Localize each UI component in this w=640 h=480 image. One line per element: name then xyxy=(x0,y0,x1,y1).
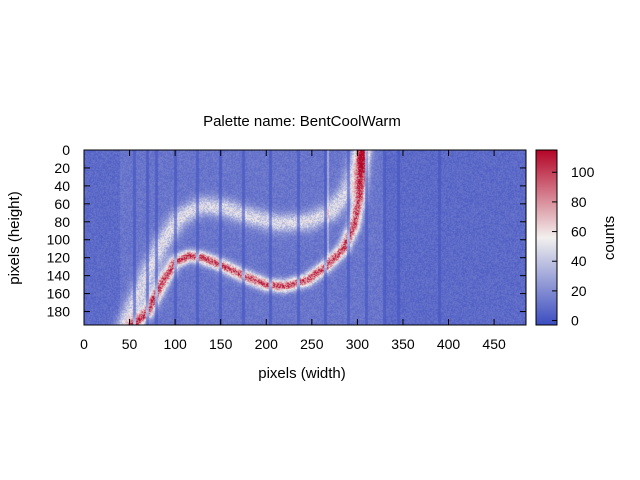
y-axis-ticks: 0 20 40 60 80 100 120 140 160 180 xyxy=(47,142,526,320)
x-tick-label: 100 xyxy=(163,336,187,352)
y-axis-label: pixels (height) xyxy=(6,191,23,284)
y-tick-label: 160 xyxy=(47,286,71,302)
y-tick-label: 0 xyxy=(62,142,70,158)
heatmap-image xyxy=(84,150,526,325)
x-tick-label: 0 xyxy=(80,336,88,352)
x-tick-label: 250 xyxy=(300,336,324,352)
x-tick-label: 50 xyxy=(122,336,138,352)
x-tick-label: 200 xyxy=(255,336,279,352)
colorbar-tick-label: 100 xyxy=(571,164,595,180)
y-tick-label: 180 xyxy=(47,304,71,320)
colorbar xyxy=(535,149,558,326)
colorbar-ticks: 0 20 40 60 80 100 xyxy=(552,164,595,329)
x-tick-label: 300 xyxy=(346,336,370,352)
colorbar-label: counts xyxy=(601,216,618,260)
y-tick-label: 80 xyxy=(54,214,70,230)
colorbar-tick-label: 0 xyxy=(571,313,579,329)
y-tick-label: 140 xyxy=(47,268,71,284)
heatmap-image-frame xyxy=(84,150,526,325)
x-tick-label: 350 xyxy=(391,336,415,352)
y-tick-label: 120 xyxy=(47,250,71,266)
x-axis-label: pixels (width) xyxy=(258,365,346,382)
colorbar-tick-label: 60 xyxy=(571,224,587,240)
x-tick-label: 400 xyxy=(437,336,461,352)
plot-border xyxy=(83,149,527,326)
chart-title: Palette name: BentCoolWarm xyxy=(203,113,401,130)
colorbar-tick-label: 80 xyxy=(571,194,587,210)
y-tick-label: 100 xyxy=(47,232,71,248)
y-tick-label: 20 xyxy=(54,160,70,176)
y-tick-label: 40 xyxy=(54,178,70,194)
x-tick-label: 450 xyxy=(482,336,506,352)
y-tick-label: 60 xyxy=(54,196,70,212)
x-axis-ticks: 0 50 100 150 200 250 300 350 400 450 xyxy=(80,150,506,352)
colorbar-tick-label: 40 xyxy=(571,253,587,269)
x-tick-label: 150 xyxy=(209,336,233,352)
colorbar-tick-label: 20 xyxy=(571,283,587,299)
